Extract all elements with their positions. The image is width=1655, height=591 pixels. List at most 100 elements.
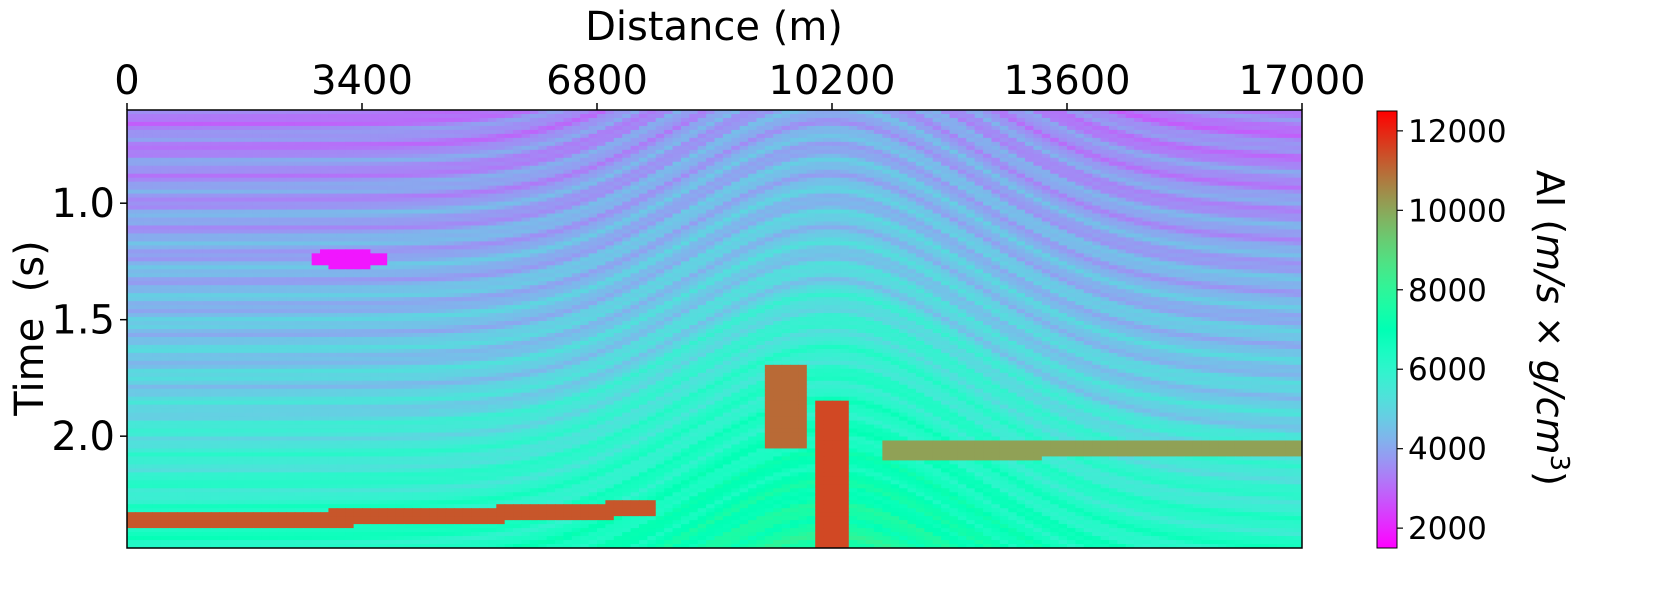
heatmap-cell <box>210 125 220 131</box>
heatmap-cell <box>395 145 405 151</box>
heatmap-cell <box>1276 121 1286 127</box>
heatmap-cell <box>840 149 850 155</box>
heatmap-cell <box>1176 185 1186 191</box>
heatmap-cell <box>1209 225 1219 231</box>
heatmap-cell <box>252 157 262 163</box>
heatmap-cell <box>462 221 472 227</box>
heatmap-cell <box>1243 233 1253 239</box>
heatmap-cell <box>412 217 422 223</box>
heatmap-cell <box>227 225 237 231</box>
heatmap-cell <box>790 169 800 175</box>
heatmap-cell <box>932 213 942 219</box>
heatmap-cell <box>437 113 447 119</box>
heatmap-cell <box>487 233 497 239</box>
heatmap-cell <box>202 157 212 163</box>
heatmap-cell <box>437 237 447 242</box>
heatmap-cell <box>571 241 581 246</box>
heatmap-cell <box>848 181 858 187</box>
heatmap-cell <box>395 229 405 235</box>
heatmap-cell <box>1025 209 1035 215</box>
heatmap-cell <box>680 110 690 115</box>
heatmap-cell <box>1167 133 1177 139</box>
heatmap-cell <box>571 149 581 155</box>
heatmap-cell <box>1234 177 1244 183</box>
heatmap-cell <box>504 181 514 187</box>
heatmap-cell <box>1008 153 1018 159</box>
heatmap-cell <box>638 169 648 175</box>
heatmap-cell <box>848 121 858 127</box>
heatmap-cell <box>605 217 615 223</box>
heatmap-cell <box>764 193 774 199</box>
heatmap-cell <box>252 249 262 254</box>
heatmap-cell <box>1041 173 1051 179</box>
heatmap-cell <box>655 157 665 163</box>
y-tick-label: 1.5 <box>51 298 115 344</box>
heatmap-cell <box>387 189 397 195</box>
heatmap-cell <box>949 233 959 239</box>
heatmap-cell <box>1041 233 1051 239</box>
heatmap-cell <box>714 165 724 171</box>
heatmap-cell <box>1167 125 1177 131</box>
y-tick-label: 2.0 <box>51 414 115 460</box>
heatmap-cell <box>991 209 1001 215</box>
heatmap-cell <box>1159 209 1169 215</box>
heatmap-cell <box>252 117 262 123</box>
heatmap-cell <box>294 241 304 246</box>
heatmap-cell <box>1058 241 1068 246</box>
heatmap-cell <box>1209 153 1219 159</box>
heatmap-cell <box>714 161 724 167</box>
heatmap-cell <box>924 113 934 119</box>
heatmap-cell <box>1260 201 1270 207</box>
heatmap-cell <box>210 161 220 167</box>
heatmap-cell <box>1125 165 1135 171</box>
heatmap-cell <box>680 165 690 171</box>
heatmap-cell <box>1201 173 1211 179</box>
heatmap-cell <box>1142 137 1152 143</box>
heatmap-cell <box>1234 137 1244 143</box>
heatmap-cell <box>680 221 690 227</box>
heatmap-cell <box>638 129 648 135</box>
heatmap-cell <box>957 225 967 231</box>
heatmap-cell <box>496 137 506 143</box>
heatmap-cell <box>655 221 665 227</box>
heatmap-cell <box>865 185 875 191</box>
heatmap-cell <box>722 185 732 191</box>
heatmap-cell <box>328 193 338 199</box>
heatmap-cell <box>227 169 237 175</box>
heatmap-cell <box>915 181 925 187</box>
heatmap-cell <box>840 245 850 250</box>
heatmap-cell <box>143 237 153 242</box>
heatmap-cell <box>362 173 371 179</box>
heatmap-cell <box>899 205 909 211</box>
heatmap-cell <box>823 233 833 239</box>
heatmap-cell <box>563 181 573 187</box>
heatmap-cell <box>1260 173 1270 179</box>
heatmap-cell <box>1234 181 1244 187</box>
heatmap-cell <box>1075 137 1085 143</box>
heatmap-cell <box>806 209 816 215</box>
heatmap-cell <box>177 117 187 123</box>
heatmap-cell <box>504 193 514 199</box>
heatmap-cell <box>378 141 388 147</box>
heatmap-cell <box>546 233 556 239</box>
heatmap-cell <box>647 129 657 135</box>
heatmap-cell <box>890 177 900 183</box>
heatmap-cell <box>1285 125 1295 131</box>
heatmap-cell <box>949 165 959 171</box>
heatmap-cell <box>1134 241 1144 246</box>
heatmap-cell <box>873 193 883 199</box>
heatmap-cell <box>210 197 220 203</box>
heatmap-cell <box>1058 217 1068 223</box>
heatmap-cell <box>1100 141 1110 147</box>
heatmap-cell <box>714 149 724 155</box>
heatmap-cell <box>210 141 220 147</box>
heatmap-cell <box>336 197 346 203</box>
heatmap-cell <box>832 217 841 223</box>
heatmap-cell <box>781 110 791 115</box>
heatmap-cell <box>529 177 539 183</box>
heatmap-cell <box>160 141 170 147</box>
heatmap-cell <box>336 157 346 163</box>
heatmap-cell <box>1041 237 1051 242</box>
heatmap-cell <box>630 245 640 250</box>
heatmap-cell <box>1016 137 1026 143</box>
